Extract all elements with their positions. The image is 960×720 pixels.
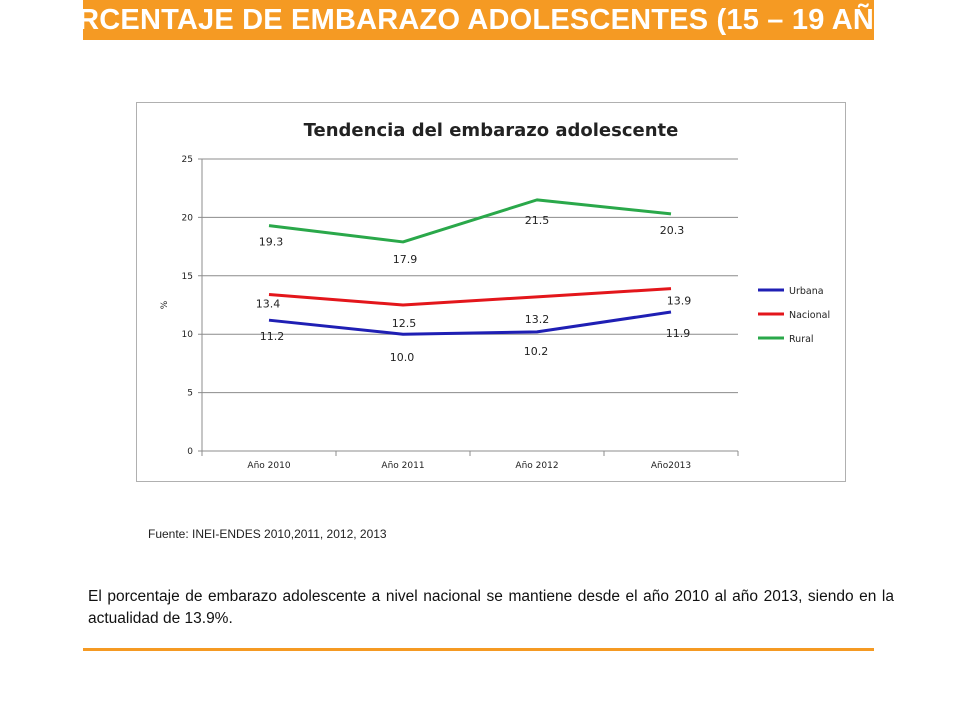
summary-text: El porcentaje de embarazo adolescente a … (88, 588, 894, 627)
y-tick-label: 10 (182, 330, 194, 340)
data-label: 20.3 (660, 224, 685, 237)
y-tick-label: 15 (182, 272, 193, 282)
y-tick-label: 25 (182, 155, 193, 165)
title-banner: RCENTAJE DE EMBARAZO ADOLESCENTES (15 – … (83, 0, 874, 40)
data-label: 10.0 (390, 351, 415, 364)
bottom-divider (83, 648, 874, 651)
series-line-urbana (268, 310, 672, 336)
x-tick-label: Año2013 (651, 461, 691, 471)
x-tick-label: Año 2010 (247, 461, 290, 471)
data-label: 17.9 (393, 253, 418, 266)
y-axis-label: % (160, 300, 170, 309)
line-chart: Tendencia del embarazo adolescente 0 5 10 15… (160, 120, 830, 471)
series-line-nacional (268, 287, 672, 307)
data-label: 13.4 (256, 297, 281, 310)
chart-frame: Tendencia del embarazo adolescente 0 5 10 15… (136, 102, 846, 482)
series-line-rural (268, 198, 672, 244)
chart-title: Tendencia del embarazo adolescente (304, 120, 679, 141)
data-label: 11.9 (666, 327, 691, 340)
y-tick-label: 5 (187, 389, 193, 399)
data-label: 13.9 (667, 295, 692, 308)
x-tick-label: Año 2012 (515, 461, 558, 471)
data-label: 12.5 (392, 317, 417, 330)
data-label: 10.2 (524, 345, 549, 358)
data-label: 13.2 (525, 313, 550, 326)
legend-label-nacional: Nacional (789, 310, 830, 321)
y-tick-label: 20 (182, 213, 194, 223)
data-label: 11.2 (260, 330, 285, 343)
source-note: Fuente: INEI-ENDES 2010,2011, 2012, 2013 (148, 527, 387, 541)
legend-label-rural: Rural (789, 334, 814, 345)
x-tick-label: Año 2011 (381, 461, 424, 471)
legend-label-urbana: Urbana (789, 286, 824, 297)
y-tick-label: 0 (187, 447, 193, 457)
data-label: 21.5 (525, 214, 550, 227)
page-title: RCENTAJE DE EMBARAZO ADOLESCENTES (15 – … (83, 4, 874, 36)
data-label: 19.3 (259, 236, 284, 249)
